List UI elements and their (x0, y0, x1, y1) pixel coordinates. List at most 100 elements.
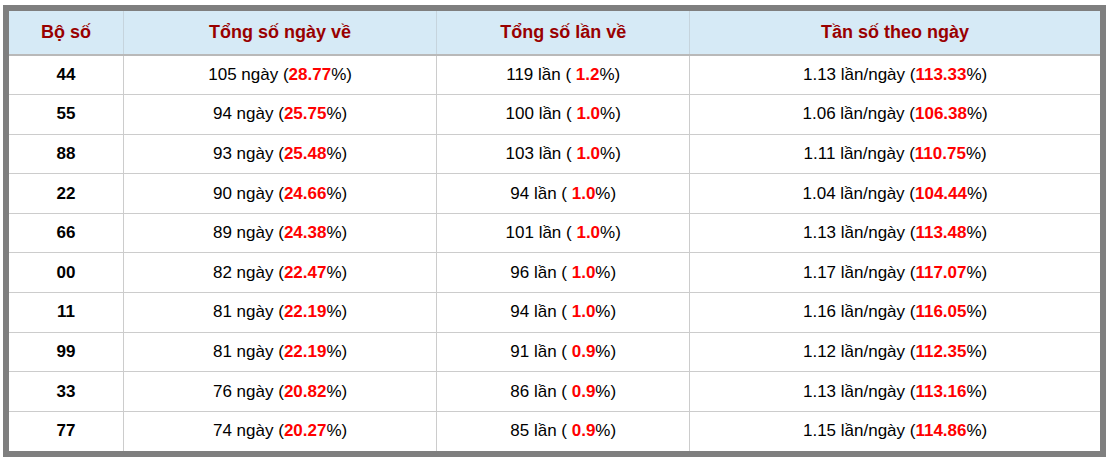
times-label: 85 lần ( (510, 421, 571, 440)
days-close-paren: %) (326, 104, 347, 123)
freq-percent: 116.05 (915, 302, 966, 321)
days-label: 82 ngày ( (213, 263, 284, 282)
times-percent: 0.9 (572, 421, 596, 440)
freq-close-paren: %) (967, 223, 988, 242)
freq-label: 1.15 lần/ngày ( (803, 421, 915, 440)
times-cell: 86 lần ( 0.9%) (437, 372, 690, 412)
days-percent: 25.75 (284, 104, 327, 123)
freq-percent: 110.75 (915, 144, 966, 163)
freq-percent: 113.33 (915, 65, 966, 84)
times-close-paren: %) (600, 104, 621, 123)
header-days: Tổng số ngày về (124, 11, 437, 55)
times-close-paren: %) (595, 421, 616, 440)
pair-cell: 22 (9, 174, 124, 214)
times-cell: 94 lần ( 1.0%) (437, 293, 690, 333)
pair-cell: 77 (9, 411, 124, 451)
table-row: 2290 ngày (24.66%)94 lần ( 1.0%)1.04 lần… (9, 174, 1100, 214)
freq-cell: 1.11 lần/ngày (110.75%) (690, 134, 1100, 174)
days-close-paren: %) (326, 302, 347, 321)
days-cell: 74 ngày (20.27%) (124, 411, 437, 451)
freq-percent: 114.86 (915, 421, 966, 440)
times-percent: 1.2 (576, 65, 600, 84)
days-percent: 20.27 (284, 421, 327, 440)
days-percent: 20.82 (284, 382, 327, 401)
table-row: 5594 ngày (25.75%)100 lần ( 1.0%)1.06 lầ… (9, 95, 1100, 135)
freq-percent: 106.38 (915, 104, 967, 123)
times-label: 94 lần ( (510, 184, 571, 203)
times-percent: 1.0 (576, 144, 600, 163)
table-row: 1181 ngày (22.19%)94 lần ( 1.0%)1.16 lần… (9, 293, 1100, 333)
times-close-paren: %) (595, 263, 616, 282)
times-cell: 94 lần ( 1.0%) (437, 174, 690, 214)
days-cell: 105 ngày (28.77%) (124, 55, 437, 95)
freq-cell: 1.15 lần/ngày (114.86%) (690, 411, 1100, 451)
pair-cell: 00 (9, 253, 124, 293)
days-label: 90 ngày ( (213, 184, 284, 203)
days-cell: 82 ngày (22.47%) (124, 253, 437, 293)
times-percent: 1.0 (572, 263, 596, 282)
freq-label: 1.12 lần/ngày ( (803, 342, 915, 361)
times-label: 94 lần ( (510, 302, 571, 321)
freq-cell: 1.13 lần/ngày (113.48%) (690, 213, 1100, 253)
freq-cell: 1.17 lần/ngày (117.07%) (690, 253, 1100, 293)
days-percent: 22.47 (284, 263, 327, 282)
table-body: 44105 ngày (28.77%)119 lần ( 1.2%)1.13 l… (9, 55, 1100, 451)
header-pair: Bộ số (9, 11, 124, 55)
times-close-paren: %) (600, 223, 621, 242)
freq-close-paren: %) (967, 421, 988, 440)
times-close-paren: %) (595, 342, 616, 361)
header-frequency: Tần số theo ngày (690, 11, 1100, 55)
freq-label: 1.13 lần/ngày ( (803, 223, 915, 242)
freq-close-paren: %) (967, 342, 988, 361)
times-percent: 0.9 (572, 342, 596, 361)
days-label: 81 ngày ( (213, 302, 284, 321)
days-cell: 76 ngày (20.82%) (124, 372, 437, 412)
freq-cell: 1.16 lần/ngày (116.05%) (690, 293, 1100, 333)
freq-close-paren: %) (967, 382, 988, 401)
days-label: 89 ngày ( (213, 223, 284, 242)
days-percent: 22.19 (284, 302, 327, 321)
days-percent: 24.38 (284, 223, 327, 242)
days-cell: 81 ngày (22.19%) (124, 332, 437, 372)
times-percent: 1.0 (576, 104, 600, 123)
freq-percent: 117.07 (915, 263, 966, 282)
times-percent: 1.0 (572, 302, 596, 321)
freq-cell: 1.06 lần/ngày (106.38%) (690, 95, 1100, 135)
freq-label: 1.13 lần/ngày ( (803, 65, 915, 84)
days-close-paren: %) (326, 223, 347, 242)
freq-label: 1.11 lần/ngày ( (804, 144, 915, 163)
times-label: 96 lần ( (510, 263, 571, 282)
days-close-paren: %) (326, 184, 347, 203)
times-label: 103 lần ( (506, 144, 577, 163)
days-close-paren: %) (326, 382, 347, 401)
times-percent: 0.9 (572, 382, 596, 401)
times-cell: 103 lần ( 1.0%) (437, 134, 690, 174)
table-row: 0082 ngày (22.47%)96 lần ( 1.0%)1.17 lần… (9, 253, 1100, 293)
freq-cell: 1.13 lần/ngày (113.33%) (690, 55, 1100, 95)
days-percent: 25.48 (284, 144, 327, 163)
days-label: 76 ngày ( (213, 382, 284, 401)
freq-percent: 104.44 (915, 184, 967, 203)
days-cell: 89 ngày (24.38%) (124, 213, 437, 253)
times-label: 91 lần ( (510, 342, 571, 361)
days-close-paren: %) (326, 421, 347, 440)
days-label: 94 ngày ( (213, 104, 284, 123)
freq-percent: 113.16 (915, 382, 966, 401)
days-close-paren: %) (326, 263, 347, 282)
times-cell: 119 lần ( 1.2%) (437, 55, 690, 95)
times-close-paren: %) (599, 65, 620, 84)
days-cell: 90 ngày (24.66%) (124, 174, 437, 214)
pair-cell: 55 (9, 95, 124, 135)
freq-cell: 1.12 lần/ngày (112.35%) (690, 332, 1100, 372)
days-label: 105 ngày ( (208, 65, 288, 84)
days-cell: 94 ngày (25.75%) (124, 95, 437, 135)
table-row: 7774 ngày (20.27%)85 lần ( 0.9%)1.15 lần… (9, 411, 1100, 451)
freq-close-paren: %) (967, 184, 988, 203)
times-percent: 1.0 (576, 223, 600, 242)
times-percent: 1.0 (572, 184, 596, 203)
days-percent: 22.19 (284, 342, 327, 361)
times-label: 100 lần ( (506, 104, 577, 123)
times-close-paren: %) (600, 144, 621, 163)
pair-cell: 99 (9, 332, 124, 372)
days-close-paren: %) (326, 144, 347, 163)
